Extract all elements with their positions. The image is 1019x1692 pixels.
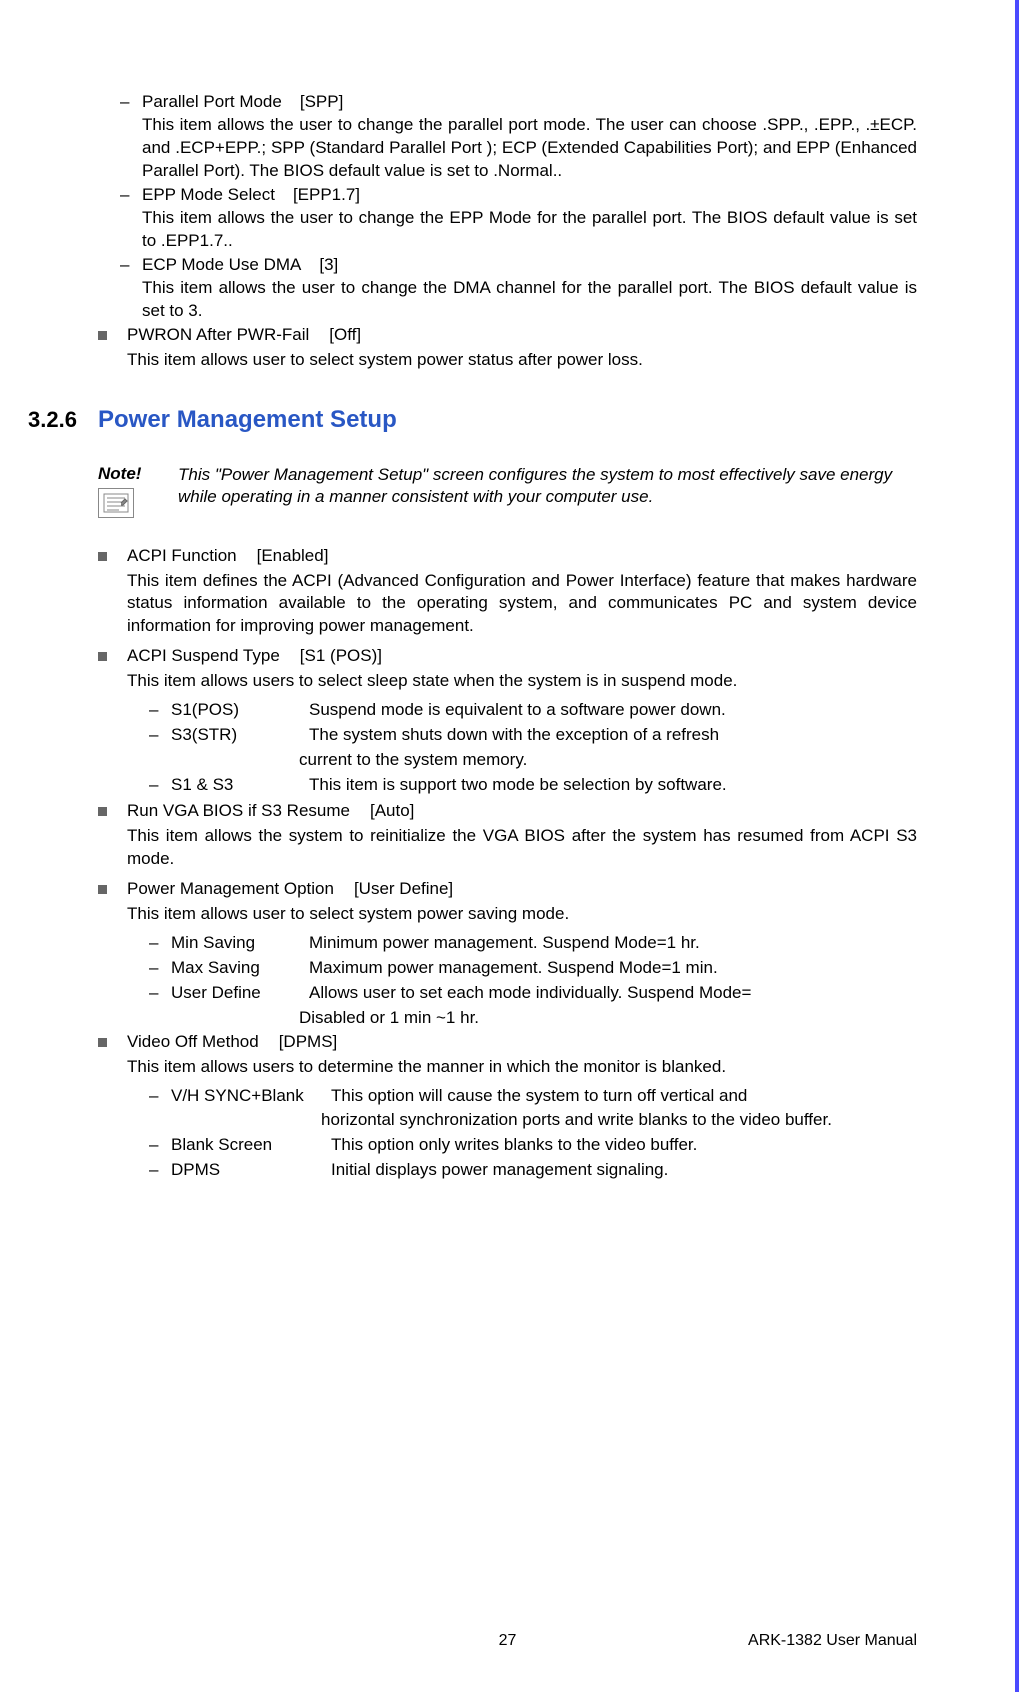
- sub-row: –S1(POS)Suspend mode is equivalent to a …: [149, 699, 917, 722]
- sub-item: – ECP Mode Use DMA[3] This item allows t…: [120, 255, 917, 323]
- page-footer: 27 ARK-1382 User Manual: [98, 1632, 917, 1650]
- bullet-desc: This item allows users to select sleep s…: [127, 670, 917, 693]
- sub-row: –Blank ScreenThis option only writes bla…: [149, 1134, 917, 1157]
- sub-row: –User DefineAllows user to set each mode…: [149, 982, 917, 1005]
- sub-item-title: EPP Mode Select[EPP1.7]: [142, 185, 917, 205]
- dash-bullet: –: [120, 92, 132, 183]
- intro-list: – Parallel Port Mode[SPP] This item allo…: [98, 92, 917, 323]
- bullet-title: PWRON After PWR-Fail[Off]: [127, 325, 917, 345]
- bullet-title: Power Management Option[User Define]: [127, 879, 917, 899]
- section-title: Power Management Setup: [98, 406, 397, 434]
- sub-item: – EPP Mode Select[EPP1.7] This item allo…: [120, 185, 917, 253]
- bullet-desc: This item allows user to select system p…: [127, 903, 917, 926]
- bullet-item: Run VGA BIOS if S3 Resume[Auto] This ite…: [98, 801, 917, 877]
- square-bullet-icon: [98, 331, 107, 340]
- bullet-title: Video Off Method[DPMS]: [127, 1032, 917, 1052]
- bullet-item: ACPI Function[Enabled] This item defines…: [98, 546, 917, 645]
- sub-row: –V/H SYNC+BlankThis option will cause th…: [149, 1085, 917, 1108]
- page-number: 27: [499, 1632, 517, 1650]
- sub-item-desc: This item allows the user to change the …: [142, 277, 917, 323]
- note-text: This "Power Management Setup" screen con…: [178, 464, 917, 518]
- sub-item-desc: This item allows the user to change the …: [142, 114, 917, 183]
- manual-title: ARK-1382 User Manual: [748, 1632, 917, 1650]
- note-icon: [98, 488, 134, 518]
- square-bullet-icon: [98, 652, 107, 661]
- sub-row: –S1 & S3This item is support two mode be…: [149, 774, 917, 797]
- dash-bullet: –: [120, 255, 132, 323]
- bullet-title: Run VGA BIOS if S3 Resume[Auto]: [127, 801, 917, 821]
- bullet-desc: This item allows users to determine the …: [127, 1056, 917, 1079]
- section-heading: 3.2.6 Power Management Setup: [98, 406, 917, 434]
- sub-item-title: ECP Mode Use DMA[3]: [142, 255, 917, 275]
- bullet-title: ACPI Function[Enabled]: [127, 546, 917, 566]
- sub-row: –Max SavingMaximum power management. Sus…: [149, 957, 917, 980]
- sub-row-cont: horizontal synchronization ports and wri…: [321, 1109, 917, 1132]
- note-block: Note! This "Power Management Setup" scre…: [98, 464, 917, 518]
- bullet-desc: This item allows the system to reinitial…: [127, 825, 917, 871]
- square-bullet-icon: [98, 807, 107, 816]
- bullet-item: ACPI Suspend Type[S1 (POS)] This item al…: [98, 646, 917, 799]
- square-bullet-icon: [98, 1038, 107, 1047]
- bullet-desc: This item defines the ACPI (Advanced Con…: [127, 570, 917, 639]
- square-bullet-icon: [98, 552, 107, 561]
- sub-row: –S3(STR)The system shuts down with the e…: [149, 724, 917, 747]
- bullet-title: ACPI Suspend Type[S1 (POS)]: [127, 646, 917, 666]
- bullet-item: PWRON After PWR-Fail[Off] This item allo…: [98, 325, 917, 378]
- sub-item: – Parallel Port Mode[SPP] This item allo…: [120, 92, 917, 183]
- sub-item-title: Parallel Port Mode[SPP]: [142, 92, 917, 112]
- bullet-desc: This item allows user to select system p…: [127, 349, 917, 372]
- sub-item-desc: This item allows the user to change the …: [142, 207, 917, 253]
- note-label: Note!: [98, 464, 178, 484]
- sub-row: –Min SavingMinimum power management. Sus…: [149, 932, 917, 955]
- bullet-item: Video Off Method[DPMS] This item allows …: [98, 1032, 917, 1185]
- sub-row-cont: Disabled or 1 min ~1 hr.: [299, 1007, 917, 1030]
- sub-row-cont: current to the system memory.: [299, 749, 917, 772]
- sub-row: –DPMSInitial displays power management s…: [149, 1159, 917, 1182]
- square-bullet-icon: [98, 885, 107, 894]
- dash-bullet: –: [120, 185, 132, 253]
- bullet-item: Power Management Option[User Define] Thi…: [98, 879, 917, 1030]
- section-number: 3.2.6: [28, 407, 98, 433]
